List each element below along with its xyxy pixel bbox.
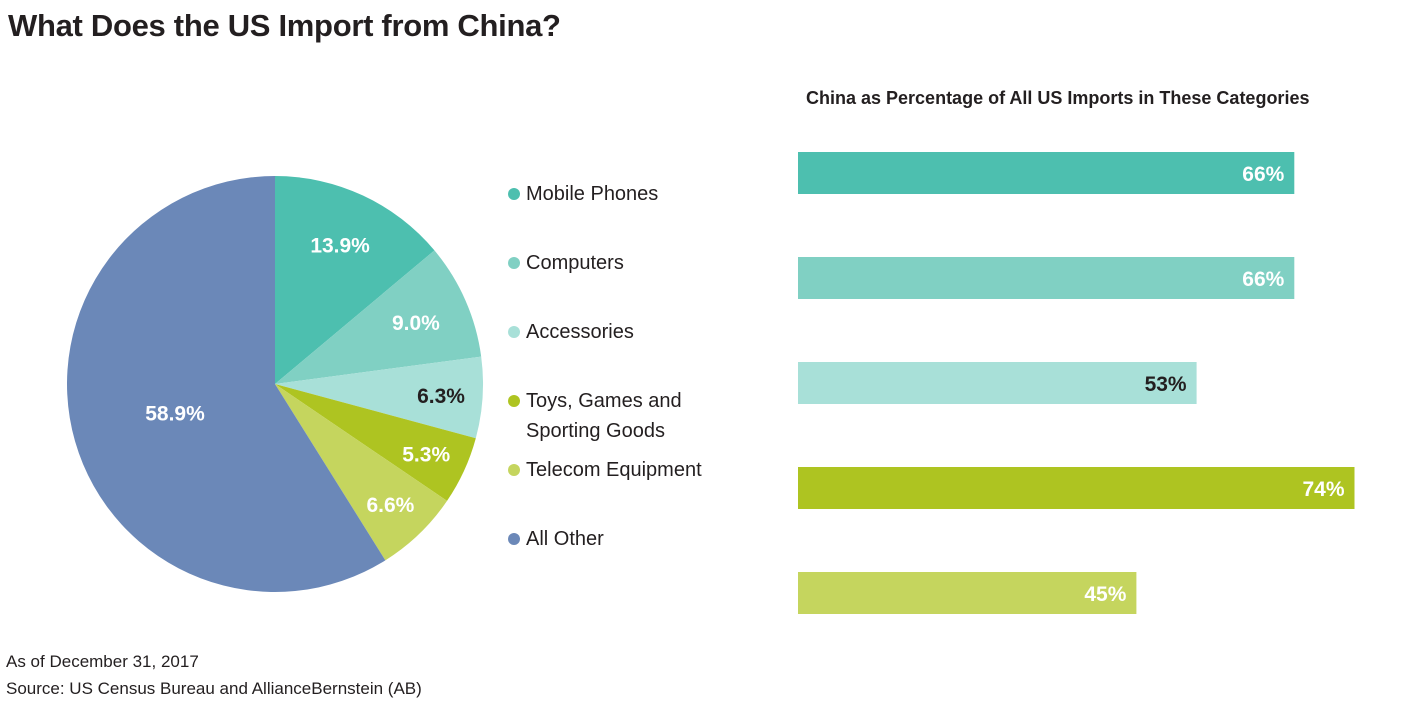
bar-1 (798, 152, 1295, 194)
legend-swatch (508, 188, 520, 200)
bar-label-1: 66% (1242, 163, 1284, 186)
pie-slice-toys-games-and-sporting-goods (275, 384, 476, 501)
pie-label-toys-games-and-sporting-goods: 5.3% (402, 443, 450, 466)
bar-label-2: 66% (1242, 268, 1284, 291)
bar-label-5: 45% (1084, 583, 1126, 606)
chart-title: What Does the US Import from China? (8, 8, 561, 43)
legend-label: All Other (526, 528, 604, 550)
pie-legend: Mobile Phones Computers Accessories Toys, G… (508, 0, 768, 704)
bar-chart-title: China as Percentage of All US Imports in… (806, 88, 1310, 108)
bar-5 (798, 572, 1137, 614)
bar-3 (798, 362, 1197, 404)
legend-label: Telecom Equipment (526, 459, 702, 481)
legend-item-computers: Computers (508, 248, 624, 278)
pie-label-all-other: 58.9% (145, 403, 205, 426)
pie-label-mobile-phones: 13.9% (310, 235, 370, 258)
bar-2 (798, 257, 1295, 299)
pie-chart: 13.9% 9.0% 6.3% 5.3% 6.6% 58.9% (67, 176, 483, 592)
legend-swatch (508, 464, 520, 476)
legend-item-telecom-equipment: Telecom Equipment (508, 455, 702, 485)
legend-label: Accessories (526, 321, 634, 343)
pie-slice-all-other (67, 176, 386, 592)
legend-swatch (508, 395, 520, 407)
pie-slice-computers (275, 250, 482, 384)
bar-label-4: 74% (1302, 478, 1344, 501)
bar-label-3: 53% (1145, 373, 1187, 396)
legend-label: Mobile Phones (526, 183, 659, 205)
pie-slice-accessories (275, 356, 483, 439)
bar-4 (798, 467, 1355, 509)
bar-chart: 66% 66% 53% 74% 45% (798, 152, 1355, 614)
legend-item-mobile-phones: Mobile Phones (508, 179, 658, 209)
pie-slice-telecom-equipment (275, 384, 448, 561)
legend-label: Computers (526, 252, 624, 274)
pie-label-computers: 9.0% (392, 312, 440, 335)
pie-label-accessories: 6.3% (417, 385, 465, 408)
legend-item-accessories: Accessories (508, 317, 634, 347)
legend-swatch (508, 257, 520, 269)
legend-swatch (508, 533, 520, 545)
legend-item-all-other: All Other (508, 524, 604, 554)
legend-label: Toys, Games and Sporting Goods (526, 390, 682, 442)
pie-label-telecom-equipment: 6.6% (366, 494, 414, 517)
pie-slice-mobile-phones (275, 176, 435, 384)
footnote-date: As of December 31, 2017 (6, 652, 199, 671)
footnote-source: Source: US Census Bureau and AllianceBer… (6, 679, 422, 698)
legend-swatch (508, 326, 520, 338)
legend-item-toys-games-and-sporting-goods: Toys, Games and Sporting Goods (508, 386, 682, 446)
